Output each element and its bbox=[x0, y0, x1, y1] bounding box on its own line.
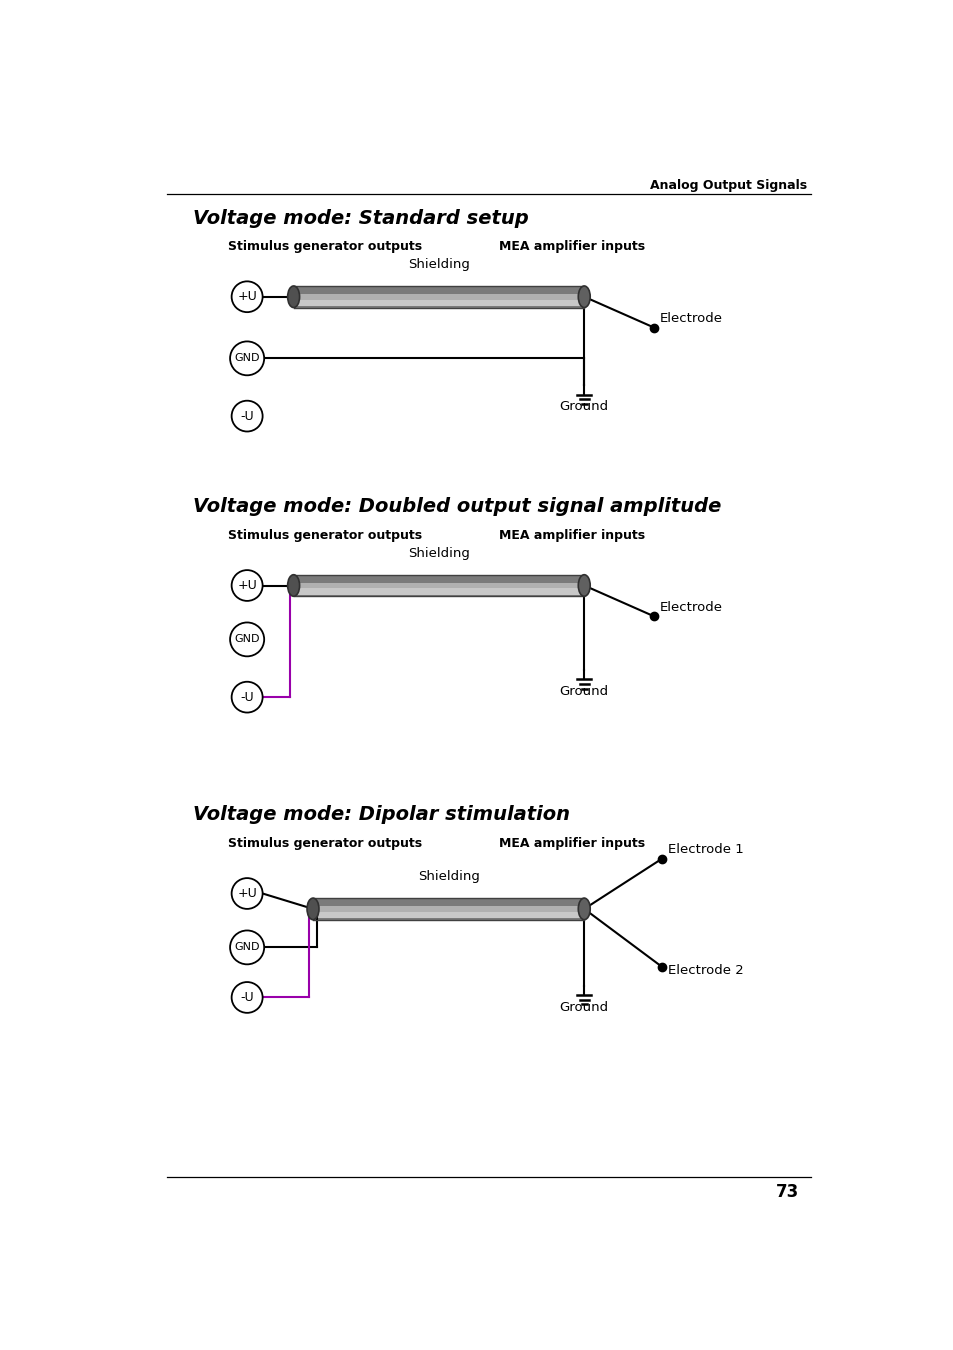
Ellipse shape bbox=[578, 575, 590, 597]
Bar bbox=[294, 286, 583, 308]
Text: GND: GND bbox=[234, 942, 259, 952]
Bar bbox=[294, 300, 583, 306]
Bar bbox=[294, 294, 583, 300]
Bar bbox=[313, 898, 583, 919]
Text: Analog Output Signals: Analog Output Signals bbox=[650, 178, 806, 192]
Circle shape bbox=[232, 682, 262, 713]
Text: Stimulus generator outputs: Stimulus generator outputs bbox=[228, 240, 421, 254]
Text: Electrode 2: Electrode 2 bbox=[667, 964, 743, 977]
Text: +U: +U bbox=[237, 579, 256, 593]
Text: Ground: Ground bbox=[559, 686, 608, 698]
Ellipse shape bbox=[288, 286, 299, 308]
Circle shape bbox=[232, 401, 262, 432]
Text: -U: -U bbox=[240, 691, 253, 703]
Bar bbox=[313, 906, 583, 911]
Ellipse shape bbox=[288, 575, 299, 597]
Bar bbox=[294, 583, 583, 589]
Text: Voltage mode: Dipolar stimulation: Voltage mode: Dipolar stimulation bbox=[193, 806, 569, 825]
Text: -U: -U bbox=[240, 409, 253, 423]
Text: MEA amplifier inputs: MEA amplifier inputs bbox=[498, 529, 644, 541]
Circle shape bbox=[232, 281, 262, 312]
Bar bbox=[313, 911, 583, 918]
Text: Shielding: Shielding bbox=[417, 869, 479, 883]
Text: Ground: Ground bbox=[559, 1000, 608, 1014]
Circle shape bbox=[230, 930, 264, 964]
Text: GND: GND bbox=[234, 354, 259, 363]
Text: 73: 73 bbox=[775, 1183, 798, 1202]
Circle shape bbox=[232, 878, 262, 909]
Circle shape bbox=[230, 342, 264, 375]
Text: Electrode: Electrode bbox=[659, 601, 722, 613]
Circle shape bbox=[232, 570, 262, 601]
Circle shape bbox=[230, 622, 264, 656]
Bar bbox=[294, 575, 583, 597]
Text: +U: +U bbox=[237, 290, 256, 304]
Ellipse shape bbox=[578, 286, 590, 308]
Text: +U: +U bbox=[237, 887, 256, 900]
Text: Voltage mode: Doubled output signal amplitude: Voltage mode: Doubled output signal ampl… bbox=[193, 497, 720, 517]
Text: GND: GND bbox=[234, 634, 259, 644]
Text: Electrode: Electrode bbox=[659, 312, 722, 325]
Text: Voltage mode: Standard setup: Voltage mode: Standard setup bbox=[193, 209, 528, 228]
Text: Stimulus generator outputs: Stimulus generator outputs bbox=[228, 837, 421, 850]
Text: Shielding: Shielding bbox=[408, 258, 470, 271]
Bar bbox=[294, 589, 583, 595]
Text: -U: -U bbox=[240, 991, 253, 1004]
Text: Shielding: Shielding bbox=[408, 547, 470, 560]
Ellipse shape bbox=[307, 898, 318, 919]
Text: Electrode 1: Electrode 1 bbox=[667, 844, 743, 856]
Circle shape bbox=[232, 981, 262, 1012]
Text: Stimulus generator outputs: Stimulus generator outputs bbox=[228, 529, 421, 541]
Ellipse shape bbox=[578, 898, 590, 919]
Text: MEA amplifier inputs: MEA amplifier inputs bbox=[498, 240, 644, 254]
Text: MEA amplifier inputs: MEA amplifier inputs bbox=[498, 837, 644, 850]
Text: Ground: Ground bbox=[559, 401, 608, 413]
